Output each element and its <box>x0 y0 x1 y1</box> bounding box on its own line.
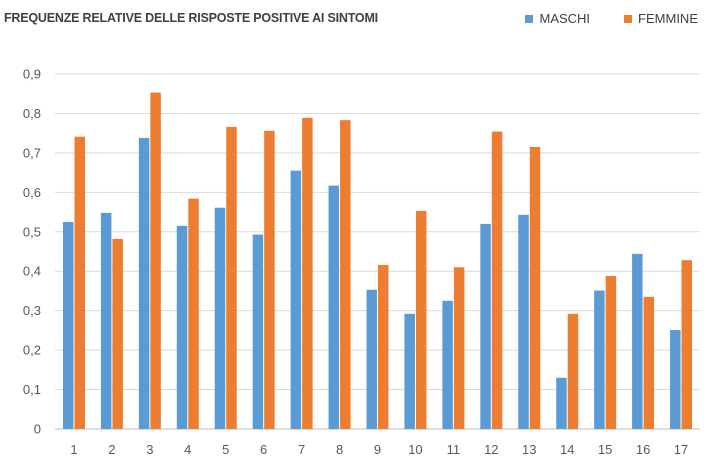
y-tick-label: 0,2 <box>23 343 41 358</box>
x-tick-label: 17 <box>674 442 688 457</box>
bar-maschi <box>366 289 377 429</box>
bar-femmine <box>150 92 161 430</box>
bar-femmine <box>74 136 85 429</box>
chart-title: FREQUENZE RELATIVE DELLE RISPOSTE POSITI… <box>4 11 378 25</box>
legend-item-femmine: FEMMINE <box>624 11 698 26</box>
bar-femmine <box>567 313 579 429</box>
bar-maschi <box>100 212 112 429</box>
y-tick-label: 0,9 <box>23 67 41 82</box>
bar-maschi <box>176 225 188 429</box>
bar-femmine <box>340 120 351 430</box>
x-tick-label: 4 <box>184 442 191 457</box>
y-tick-label: 0,6 <box>23 185 41 200</box>
bar-femmine <box>605 275 617 429</box>
y-tick-label: 0,8 <box>23 106 41 121</box>
bar-femmine <box>453 267 465 429</box>
bar-maschi <box>328 185 340 429</box>
legend-swatch-femmine <box>624 14 633 23</box>
legend-swatch-maschi <box>525 14 534 23</box>
bar-femmine <box>529 146 541 429</box>
y-tick-label: 0,7 <box>23 145 41 160</box>
x-tick-label: 15 <box>598 442 612 457</box>
y-tick-label: 0,1 <box>23 382 41 397</box>
x-tick-label: 7 <box>298 442 305 457</box>
bar-maschi <box>62 221 74 429</box>
x-tick-label: 8 <box>336 442 343 457</box>
bar-maschi <box>404 313 415 429</box>
bar-femmine <box>264 130 275 430</box>
x-tick-label: 11 <box>447 442 461 457</box>
y-tick-label: 0 <box>34 422 41 437</box>
x-tick-label: 3 <box>146 442 153 457</box>
bar-maschi <box>594 290 605 429</box>
x-tick-label: 16 <box>636 442 650 457</box>
legend-label-femmine: FEMMINE <box>638 11 698 26</box>
x-tick-label: 5 <box>222 442 229 457</box>
bar-maschi <box>670 329 681 429</box>
y-tick-label: 0,3 <box>23 303 41 318</box>
x-tick-label: 14 <box>560 442 574 457</box>
y-tick-label: 0,5 <box>23 224 41 239</box>
bar-femmine <box>415 210 427 429</box>
bar-femmine <box>112 238 123 429</box>
bar-maschi <box>138 137 150 429</box>
bar-maschi <box>556 377 567 429</box>
bar-maschi <box>480 223 491 429</box>
x-tick-label: 10 <box>408 442 422 457</box>
x-tick-label: 12 <box>484 442 498 457</box>
legend-item-maschi: MASCHI <box>525 11 590 26</box>
x-tick-label: 9 <box>374 442 381 457</box>
bar-maschi <box>214 207 226 429</box>
bar-femmine <box>643 296 655 429</box>
bar-maschi <box>442 300 453 429</box>
x-tick-label: 2 <box>108 442 115 457</box>
bar-maschi <box>252 234 264 429</box>
bar-femmine <box>188 198 199 429</box>
x-tick-label: 6 <box>260 442 267 457</box>
bar-femmine <box>491 131 503 430</box>
bar-maschi <box>632 253 643 429</box>
bar-femmine <box>681 260 693 429</box>
x-tick-label: 1 <box>70 442 77 457</box>
bar-femmine <box>302 117 313 430</box>
bar-maschi <box>518 214 529 429</box>
bar-femmine <box>378 264 389 429</box>
bar-femmine <box>226 126 237 429</box>
legend-label-maschi: MASCHI <box>539 11 591 26</box>
legend: MASCHI FEMMINE <box>525 11 698 26</box>
x-tick-label: 13 <box>522 442 536 457</box>
y-tick-label: 0,4 <box>23 264 41 279</box>
bar-maschi <box>290 170 302 429</box>
